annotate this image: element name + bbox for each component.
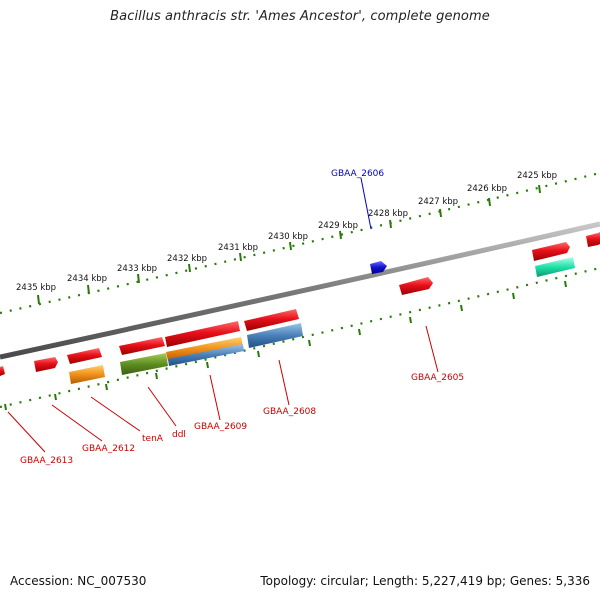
gene-label-GBAA_2605[interactable]: GBAA_2605 xyxy=(411,373,464,383)
ruler-label-2427: 2427 kbp xyxy=(418,197,458,207)
gene-orange-GBAA_2612[interactable] xyxy=(69,365,105,384)
genome-title: Bacillus anthracis str. 'Ames Ancestor',… xyxy=(110,9,490,24)
gene-label-GBAA_2612[interactable]: GBAA_2612 xyxy=(82,444,135,454)
ruler-label-2432: 2432 kbp xyxy=(167,254,207,264)
gene-teal-2425[interactable] xyxy=(535,257,575,277)
accession-text: Accession: NC_007530 xyxy=(10,574,147,588)
ruler-label-2435: 2435 kbp xyxy=(16,283,56,293)
gene-red-GBAA_2612[interactable] xyxy=(34,357,58,372)
leader-tenA xyxy=(90,396,141,432)
gene-orange-GBAA_2609[interactable] xyxy=(166,337,243,361)
tick-2435 xyxy=(37,294,40,305)
ruler-label-2426: 2426 kbp xyxy=(467,184,507,194)
leader-GBAA_2609 xyxy=(209,374,221,421)
gene-label-GBAA_2608[interactable]: GBAA_2608 xyxy=(263,407,316,417)
gene-steel-GBAA_2608[interactable] xyxy=(247,323,303,348)
genome-summary-text: Topology: circular; Length: 5,227,419 bp… xyxy=(260,574,590,588)
tick-2429 xyxy=(339,230,342,240)
gene-red-ddl[interactable] xyxy=(119,337,165,355)
gene-red-GBAA_2613[interactable] xyxy=(0,366,5,376)
gene-label-leaders xyxy=(7,177,439,453)
ruler-label-2429: 2429 kbp xyxy=(318,221,358,231)
gene-red-GBAA_2608[interactable] xyxy=(244,309,299,331)
gene-label-ddl[interactable]: ddl xyxy=(172,430,186,440)
tick-2427 xyxy=(439,208,442,218)
tick-2434 xyxy=(87,284,90,295)
gene-red-tenA[interactable] xyxy=(67,348,102,364)
leader-GBAA_2612 xyxy=(51,404,103,442)
ruler-label-2431: 2431 kbp xyxy=(218,243,258,253)
gene-steel-GBAA_2609[interactable] xyxy=(168,344,244,366)
ruler-label-2425: 2425 kbp xyxy=(517,171,557,181)
outer-major-ticks xyxy=(37,184,541,305)
tick-2426 xyxy=(488,197,491,207)
ruler-labels: 2425 kbp 2426 kbp 2427 kbp 2428 kbp 2429… xyxy=(16,171,557,293)
leader-ddl xyxy=(147,386,177,427)
tick-2433 xyxy=(137,273,140,284)
leader-GBAA_2605 xyxy=(425,325,439,373)
ruler-label-2430: 2430 kbp xyxy=(268,232,308,242)
gene-partial-right-red[interactable] xyxy=(586,232,600,247)
ruler-label-2428: 2428 kbp xyxy=(368,209,408,219)
leader-GBAA_2606 xyxy=(360,177,372,230)
tick-2428 xyxy=(389,219,392,229)
gene-features xyxy=(0,232,600,384)
gene-blue-GBAA_2606[interactable] xyxy=(370,261,387,274)
inner-major-ticks xyxy=(4,280,567,411)
gene-label-GBAA_2613[interactable]: GBAA_2613 xyxy=(20,456,73,466)
tick-2425 xyxy=(538,184,541,194)
gene-red-GBAA_2605[interactable] xyxy=(399,277,433,295)
leader-GBAA_2608 xyxy=(278,359,290,406)
tick-2432 xyxy=(188,263,191,273)
gene-label-GBAA_2606[interactable]: GBAA_2606 xyxy=(331,169,384,179)
tick-2430 xyxy=(289,241,292,251)
gene-label-GBAA_2609[interactable]: GBAA_2609 xyxy=(194,422,247,432)
gene-olive-ddl[interactable] xyxy=(120,353,168,375)
gene-labels: GBAA_2606 GBAA_2605 GBAA_2608 GBAA_2609 … xyxy=(20,169,464,466)
leader-GBAA_2613 xyxy=(7,411,46,453)
gene-label-tenA[interactable]: tenA xyxy=(142,434,164,444)
gene-red-2425[interactable] xyxy=(532,242,570,261)
ruler-label-2433: 2433 kbp xyxy=(117,264,157,274)
genome-backbone xyxy=(0,221,600,360)
ruler-label-2434: 2434 kbp xyxy=(67,274,107,284)
tick-2431 xyxy=(239,252,242,262)
gene-red-GBAA_2609[interactable] xyxy=(165,321,240,347)
